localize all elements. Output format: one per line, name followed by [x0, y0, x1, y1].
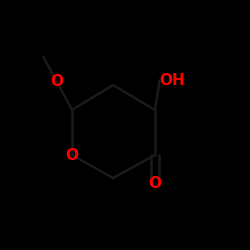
Text: OH: OH	[160, 73, 185, 88]
Text: O: O	[66, 148, 78, 162]
Text: O: O	[50, 74, 63, 89]
Text: O: O	[148, 176, 162, 190]
